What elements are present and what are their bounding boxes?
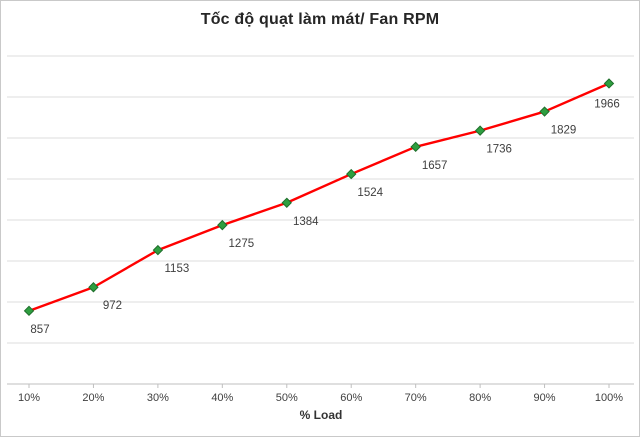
data-point-marker: [23, 305, 35, 317]
data-point-marker: [603, 78, 615, 89]
x-tick-label: 40%: [211, 392, 233, 404]
data-point-marker: [346, 168, 357, 180]
x-tick-label: 70%: [405, 392, 427, 404]
data-label: 1384: [293, 216, 319, 228]
data-point-marker: [474, 125, 486, 136]
data-label: 1736: [486, 144, 512, 156]
plot-area: 10% 20% 30% 40% 50% 60% 70% 80% 90% 100% 857 972 115…: [7, 55, 634, 404]
x-tick-label: 80%: [469, 392, 491, 404]
chart-title: Tốc độ quạt làm mát/ Fan RPM: [200, 11, 440, 28]
data-label: 1275: [229, 238, 255, 250]
series-line: [27, 82, 611, 313]
data-point-marker: [217, 219, 228, 231]
data-label: 1657: [422, 160, 448, 172]
data-label: 857: [30, 324, 49, 336]
x-tick-label: 60%: [340, 392, 362, 404]
data-label: 972: [103, 300, 122, 312]
data-point-marker: [88, 282, 99, 293]
data-point-marker: [410, 141, 421, 153]
data-point-marker: [281, 197, 292, 208]
x-tick-label: 100%: [595, 392, 623, 404]
data-label: 1829: [551, 125, 577, 137]
data-label: 1524: [357, 187, 383, 199]
x-axis-title: % Load: [299, 408, 343, 422]
data-point-marker: [539, 106, 550, 117]
x-tick-label: 30%: [147, 392, 169, 404]
x-tick-label: 50%: [276, 392, 298, 404]
data-label: 1153: [165, 263, 190, 275]
x-tick-label: 10%: [18, 392, 40, 404]
data-point-marker: [152, 244, 164, 256]
data-label: 1966: [594, 98, 620, 110]
x-tick-label: 20%: [82, 392, 104, 404]
x-tick-label: 90%: [534, 392, 556, 404]
